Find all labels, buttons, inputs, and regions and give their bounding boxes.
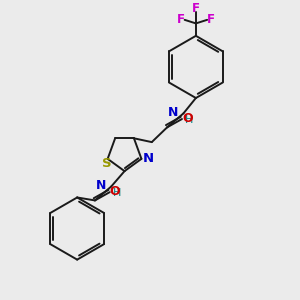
Text: N: N bbox=[95, 179, 106, 192]
Text: S: S bbox=[102, 157, 112, 170]
Text: H: H bbox=[113, 188, 121, 198]
Text: N: N bbox=[168, 106, 178, 119]
Text: F: F bbox=[207, 13, 215, 26]
Text: H: H bbox=[185, 115, 193, 125]
Text: N: N bbox=[142, 152, 154, 165]
Text: F: F bbox=[192, 2, 200, 15]
Text: O: O bbox=[182, 112, 193, 125]
Text: O: O bbox=[110, 185, 120, 198]
Text: F: F bbox=[177, 13, 185, 26]
